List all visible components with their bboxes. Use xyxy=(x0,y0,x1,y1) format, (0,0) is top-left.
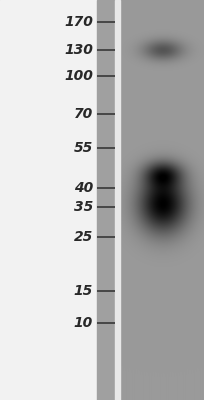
Bar xyxy=(97,0,115,400)
Text: 10: 10 xyxy=(74,316,93,330)
Text: 40: 40 xyxy=(74,181,93,195)
Text: 35: 35 xyxy=(74,200,93,214)
Bar xyxy=(0,0,97,400)
Text: 100: 100 xyxy=(64,69,93,83)
Bar xyxy=(115,0,120,400)
Text: 55: 55 xyxy=(74,141,93,155)
Bar xyxy=(0,0,97,400)
Text: 130: 130 xyxy=(64,43,93,57)
Bar xyxy=(97,0,115,400)
Bar xyxy=(115,0,120,400)
Text: 70: 70 xyxy=(74,107,93,121)
Text: 170: 170 xyxy=(64,15,93,29)
Bar xyxy=(120,0,204,400)
Text: 15: 15 xyxy=(74,284,93,298)
Text: 25: 25 xyxy=(74,230,93,244)
